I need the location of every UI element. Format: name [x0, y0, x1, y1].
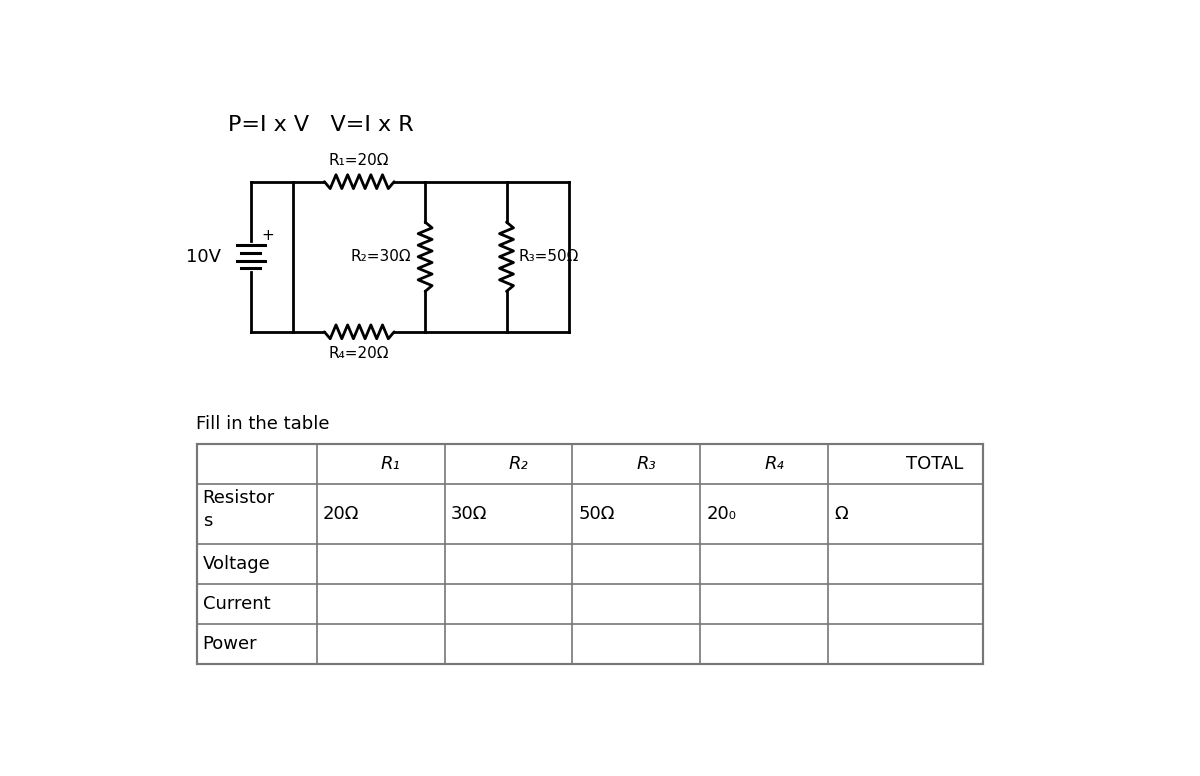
Text: R₁: R₁: [380, 456, 401, 473]
Text: TOTAL: TOTAL: [906, 456, 964, 473]
Text: Resistor: Resistor: [203, 489, 275, 508]
Text: Fill in the table: Fill in the table: [197, 415, 330, 433]
Text: 20Ω: 20Ω: [323, 505, 359, 523]
Text: +: +: [262, 227, 274, 243]
Text: R₃=50Ω: R₃=50Ω: [518, 249, 580, 265]
Text: Current: Current: [203, 595, 270, 613]
Text: R₃: R₃: [636, 456, 656, 473]
Text: Voltage: Voltage: [203, 556, 270, 573]
Text: R₂: R₂: [509, 456, 528, 473]
Text: R₂=30Ω: R₂=30Ω: [350, 249, 412, 265]
Text: s: s: [203, 512, 212, 530]
Text: P=I x V   V=I x R: P=I x V V=I x R: [228, 115, 413, 135]
Text: Ω: Ω: [834, 505, 848, 523]
Text: 50Ω: 50Ω: [578, 505, 614, 523]
Text: 30Ω: 30Ω: [451, 505, 487, 523]
Text: 10V: 10V: [186, 248, 221, 265]
Text: R₁=20Ω: R₁=20Ω: [329, 153, 390, 168]
Text: R₄=20Ω: R₄=20Ω: [329, 345, 390, 361]
Text: R₄: R₄: [764, 456, 784, 473]
Text: 20₀: 20₀: [707, 505, 737, 523]
Text: Power: Power: [203, 636, 257, 653]
